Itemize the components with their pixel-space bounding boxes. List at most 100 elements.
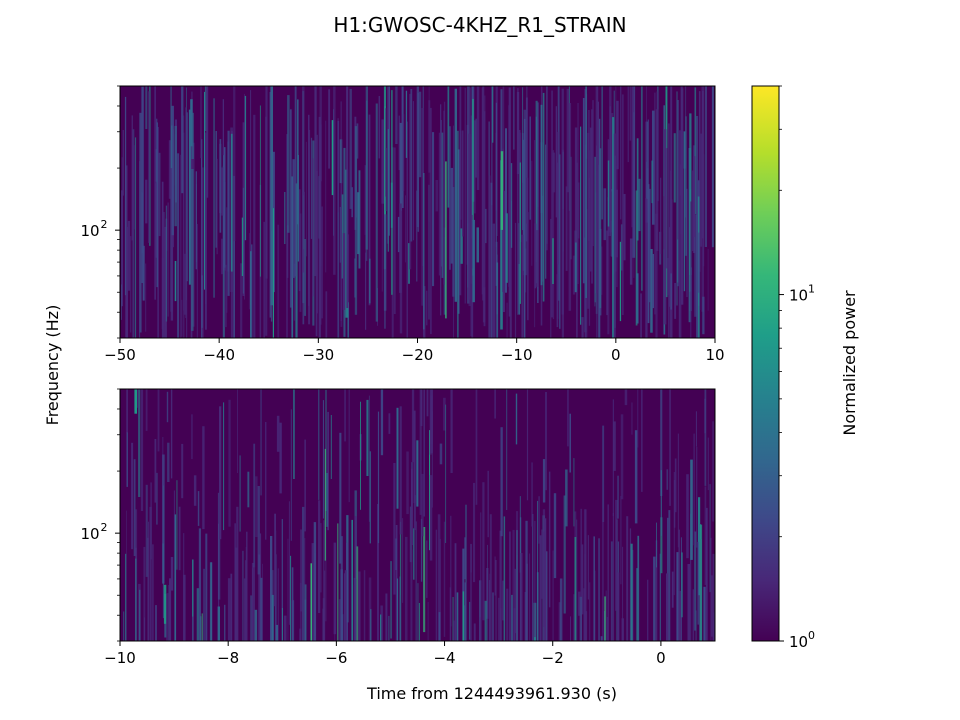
heatmap-cell bbox=[148, 91, 150, 243]
heatmap-cell bbox=[659, 553, 661, 641]
heatmap-cell bbox=[610, 220, 612, 257]
heatmap-cell bbox=[162, 437, 164, 544]
heatmap-cell bbox=[443, 521, 446, 637]
heatmap-cell bbox=[125, 226, 128, 338]
heatmap-cell bbox=[325, 291, 328, 338]
heatmap-cell bbox=[454, 88, 457, 302]
heatmap-cell bbox=[337, 523, 339, 641]
heatmap-cell bbox=[552, 238, 554, 284]
heatmap-cell bbox=[410, 549, 413, 641]
heatmap-cell bbox=[437, 514, 441, 641]
heatmap-cell bbox=[228, 399, 231, 527]
heatmap-cell bbox=[243, 578, 247, 641]
heatmap-cell bbox=[704, 86, 707, 247]
heatmap-cell bbox=[629, 238, 633, 285]
heatmap-cell bbox=[166, 593, 169, 641]
heatmap-cell bbox=[510, 163, 513, 248]
heatmap-cell bbox=[399, 122, 402, 211]
heatmap-cell bbox=[527, 212, 529, 321]
heatmap-cell bbox=[694, 531, 697, 631]
heatmap-cell bbox=[539, 535, 542, 641]
heatmap-cell bbox=[260, 577, 263, 641]
heatmap-cell bbox=[508, 87, 511, 317]
heatmap-cell bbox=[192, 616, 194, 641]
heatmap-cell bbox=[209, 562, 213, 641]
heatmap-cell bbox=[402, 114, 405, 191]
heatmap-cell bbox=[287, 538, 289, 641]
heatmap-cell bbox=[200, 86, 202, 159]
heatmap-cell bbox=[605, 590, 607, 641]
heatmap-cell bbox=[406, 451, 409, 515]
heatmap-cell bbox=[121, 284, 122, 320]
x-axis-label: Time from 1244493961.930 (s) bbox=[366, 684, 617, 703]
heatmap-cell bbox=[272, 208, 274, 338]
heatmap-cell bbox=[522, 87, 524, 231]
heatmap-cell bbox=[252, 568, 253, 641]
heatmap-cell bbox=[257, 486, 260, 575]
heatmap-cell bbox=[250, 595, 253, 641]
heatmap-cell bbox=[623, 194, 626, 261]
heatmap-cell bbox=[637, 535, 640, 641]
heatmap-cell bbox=[475, 389, 478, 505]
heatmap-cell bbox=[167, 202, 169, 317]
heatmap-cell bbox=[482, 86, 485, 301]
heatmap-cell bbox=[381, 119, 384, 204]
heatmap-cell bbox=[612, 512, 614, 641]
heatmap-cell bbox=[650, 249, 653, 333]
heatmap-cell bbox=[348, 389, 350, 503]
heatmap-cell bbox=[686, 474, 689, 559]
heatmap-cell bbox=[170, 389, 173, 479]
heatmap-cell bbox=[351, 187, 353, 218]
heatmap-cell bbox=[156, 472, 158, 525]
heatmap-cell bbox=[236, 506, 239, 641]
heatmap-cell bbox=[171, 105, 174, 236]
heatmap-cell bbox=[517, 103, 518, 315]
heatmap-cell bbox=[365, 86, 368, 250]
heatmap-cell bbox=[395, 525, 398, 641]
heatmap-cell bbox=[418, 603, 420, 641]
heatmap-cell bbox=[381, 173, 383, 292]
heatmap-cell bbox=[678, 260, 681, 338]
heatmap-cell bbox=[202, 426, 205, 530]
heatmap-cell bbox=[205, 533, 208, 641]
x-tick-label: −30 bbox=[303, 346, 335, 364]
heatmap-cell bbox=[566, 88, 569, 193]
heatmap-cell bbox=[174, 261, 177, 302]
heatmap-cell bbox=[687, 564, 690, 641]
heatmap-cell bbox=[462, 130, 464, 237]
heatmap-cell bbox=[338, 599, 341, 641]
heatmap-cell bbox=[396, 407, 399, 509]
heatmap-cell bbox=[468, 133, 471, 300]
heatmap-cell bbox=[158, 152, 161, 237]
heatmap-cell bbox=[247, 471, 250, 508]
heatmap-cell bbox=[670, 273, 672, 310]
heatmap-cell bbox=[698, 232, 701, 293]
heatmap-cell bbox=[313, 522, 317, 641]
heatmap-cell bbox=[377, 504, 379, 641]
heatmap-cell bbox=[704, 389, 707, 486]
heatmap-cell bbox=[607, 197, 610, 335]
heatmap-cell bbox=[393, 147, 396, 314]
heatmap-cell bbox=[254, 609, 258, 641]
heatmap-cell bbox=[620, 414, 624, 500]
heatmap-cell bbox=[681, 552, 683, 618]
heatmap-cell bbox=[319, 124, 322, 325]
heatmap-cell bbox=[304, 584, 307, 641]
heatmap-cell bbox=[174, 514, 177, 641]
heatmap-cell bbox=[489, 514, 492, 641]
heatmap-cell bbox=[321, 206, 323, 319]
heatmap-cell bbox=[621, 618, 624, 641]
heatmap-cell bbox=[677, 433, 679, 548]
heatmap-cell bbox=[277, 224, 280, 338]
x-tick-label: −8 bbox=[217, 649, 239, 667]
heatmap-cell bbox=[426, 290, 428, 326]
heatmap-cell bbox=[580, 126, 582, 325]
heatmap-cell bbox=[333, 109, 334, 236]
heatmap-cell bbox=[312, 158, 314, 297]
y-tick-label: 10 bbox=[80, 525, 99, 543]
heatmap-cell bbox=[258, 554, 261, 641]
heatmap-cell bbox=[645, 199, 648, 338]
heatmap-cell bbox=[598, 538, 600, 641]
heatmap-cell bbox=[588, 177, 591, 326]
heatmap-cell bbox=[464, 582, 467, 641]
